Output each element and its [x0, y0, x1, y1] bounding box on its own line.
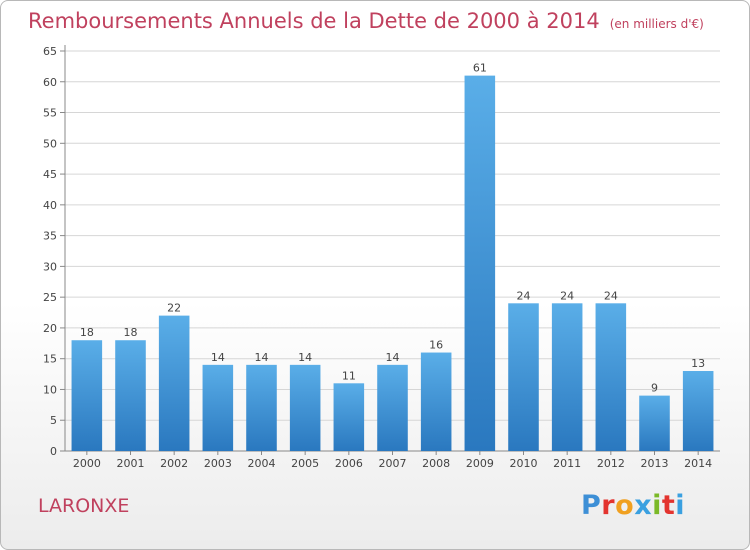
value-label-2001: 18	[124, 326, 138, 339]
x-tick-label-2000: 2000	[73, 457, 101, 470]
bar-2003	[202, 364, 234, 451]
y-tick-label: 10	[43, 383, 57, 396]
bar-2013	[639, 395, 670, 451]
y-tick-label: 20	[43, 322, 57, 335]
y-tick-label: 60	[43, 76, 57, 89]
chart-title-text: Remboursements Annuels de la Dette de 20…	[28, 9, 600, 33]
x-tick-label-2010: 2010	[510, 457, 538, 470]
logo-letter: x	[634, 490, 653, 521]
logo-letter: i	[675, 490, 686, 521]
y-tick-label: 15	[43, 353, 57, 366]
value-label-2005: 14	[298, 351, 312, 364]
x-tick-label-2007: 2007	[379, 457, 407, 470]
logo-letter: t	[661, 490, 676, 521]
value-label-2009: 61	[473, 62, 487, 75]
x-tick-label-2012: 2012	[597, 457, 625, 470]
y-tick-label: 55	[43, 107, 57, 120]
bar-2012	[595, 303, 627, 451]
bar-2010	[508, 303, 539, 451]
value-label-2012: 24	[604, 289, 618, 302]
commune-name: LARONXE	[38, 495, 130, 517]
value-label-2004: 14	[255, 351, 269, 364]
value-label-2013: 9	[651, 382, 658, 395]
logo-letter: i	[652, 490, 662, 521]
y-tick-label: 50	[43, 137, 57, 150]
bar-2005	[289, 364, 321, 451]
bar-2001	[115, 340, 146, 451]
logo-letter: r	[601, 490, 616, 521]
bar-2000	[71, 340, 103, 451]
x-tick-label-2014: 2014	[684, 457, 712, 470]
value-label-2014: 13	[691, 357, 705, 370]
x-tick-label-2006: 2006	[335, 457, 363, 470]
chart-unit: (en milliers d'€)	[609, 17, 704, 31]
proxiti-logo: Proxiti	[581, 490, 685, 521]
y-tick-label: 65	[43, 45, 57, 58]
bar-2014	[682, 371, 714, 451]
value-label-2010: 24	[517, 289, 531, 302]
x-tick-label-2008: 2008	[422, 457, 450, 470]
x-tick-label-2005: 2005	[291, 457, 319, 470]
value-label-2002: 22	[167, 302, 181, 315]
x-tick-label-2003: 2003	[204, 457, 232, 470]
value-label-2011: 24	[560, 289, 574, 302]
logo-letter: P	[581, 490, 602, 521]
x-tick-label-2009: 2009	[466, 457, 494, 470]
y-tick-label: 25	[43, 291, 57, 304]
y-tick-label: 30	[43, 260, 57, 273]
y-tick-label: 35	[43, 230, 57, 243]
bar-2006	[333, 383, 365, 451]
x-tick-label-2013: 2013	[641, 457, 669, 470]
y-tick-label: 45	[43, 168, 57, 181]
value-label-2000: 18	[80, 326, 94, 339]
bar-2009	[464, 75, 496, 451]
x-tick-label-2002: 2002	[160, 457, 188, 470]
bar-2004	[246, 364, 277, 451]
value-label-2003: 14	[211, 351, 225, 364]
x-tick-label-2004: 2004	[248, 457, 276, 470]
y-tick-label: 0	[50, 445, 57, 458]
bar-2002	[158, 315, 190, 451]
y-tick-label: 5	[50, 414, 57, 427]
value-label-2008: 16	[429, 339, 443, 352]
value-label-2006: 11	[342, 369, 356, 382]
bar-2008	[420, 352, 452, 451]
x-tick-label-2001: 2001	[117, 457, 145, 470]
y-tick-label: 40	[43, 199, 57, 212]
value-label-2007: 14	[386, 351, 400, 364]
chart-title: Remboursements Annuels de la Dette de 20…	[28, 9, 704, 33]
logo-letter: o	[615, 490, 635, 521]
x-tick-label-2011: 2011	[553, 457, 581, 470]
bar-2007	[377, 364, 408, 451]
bar-2011	[551, 303, 583, 451]
